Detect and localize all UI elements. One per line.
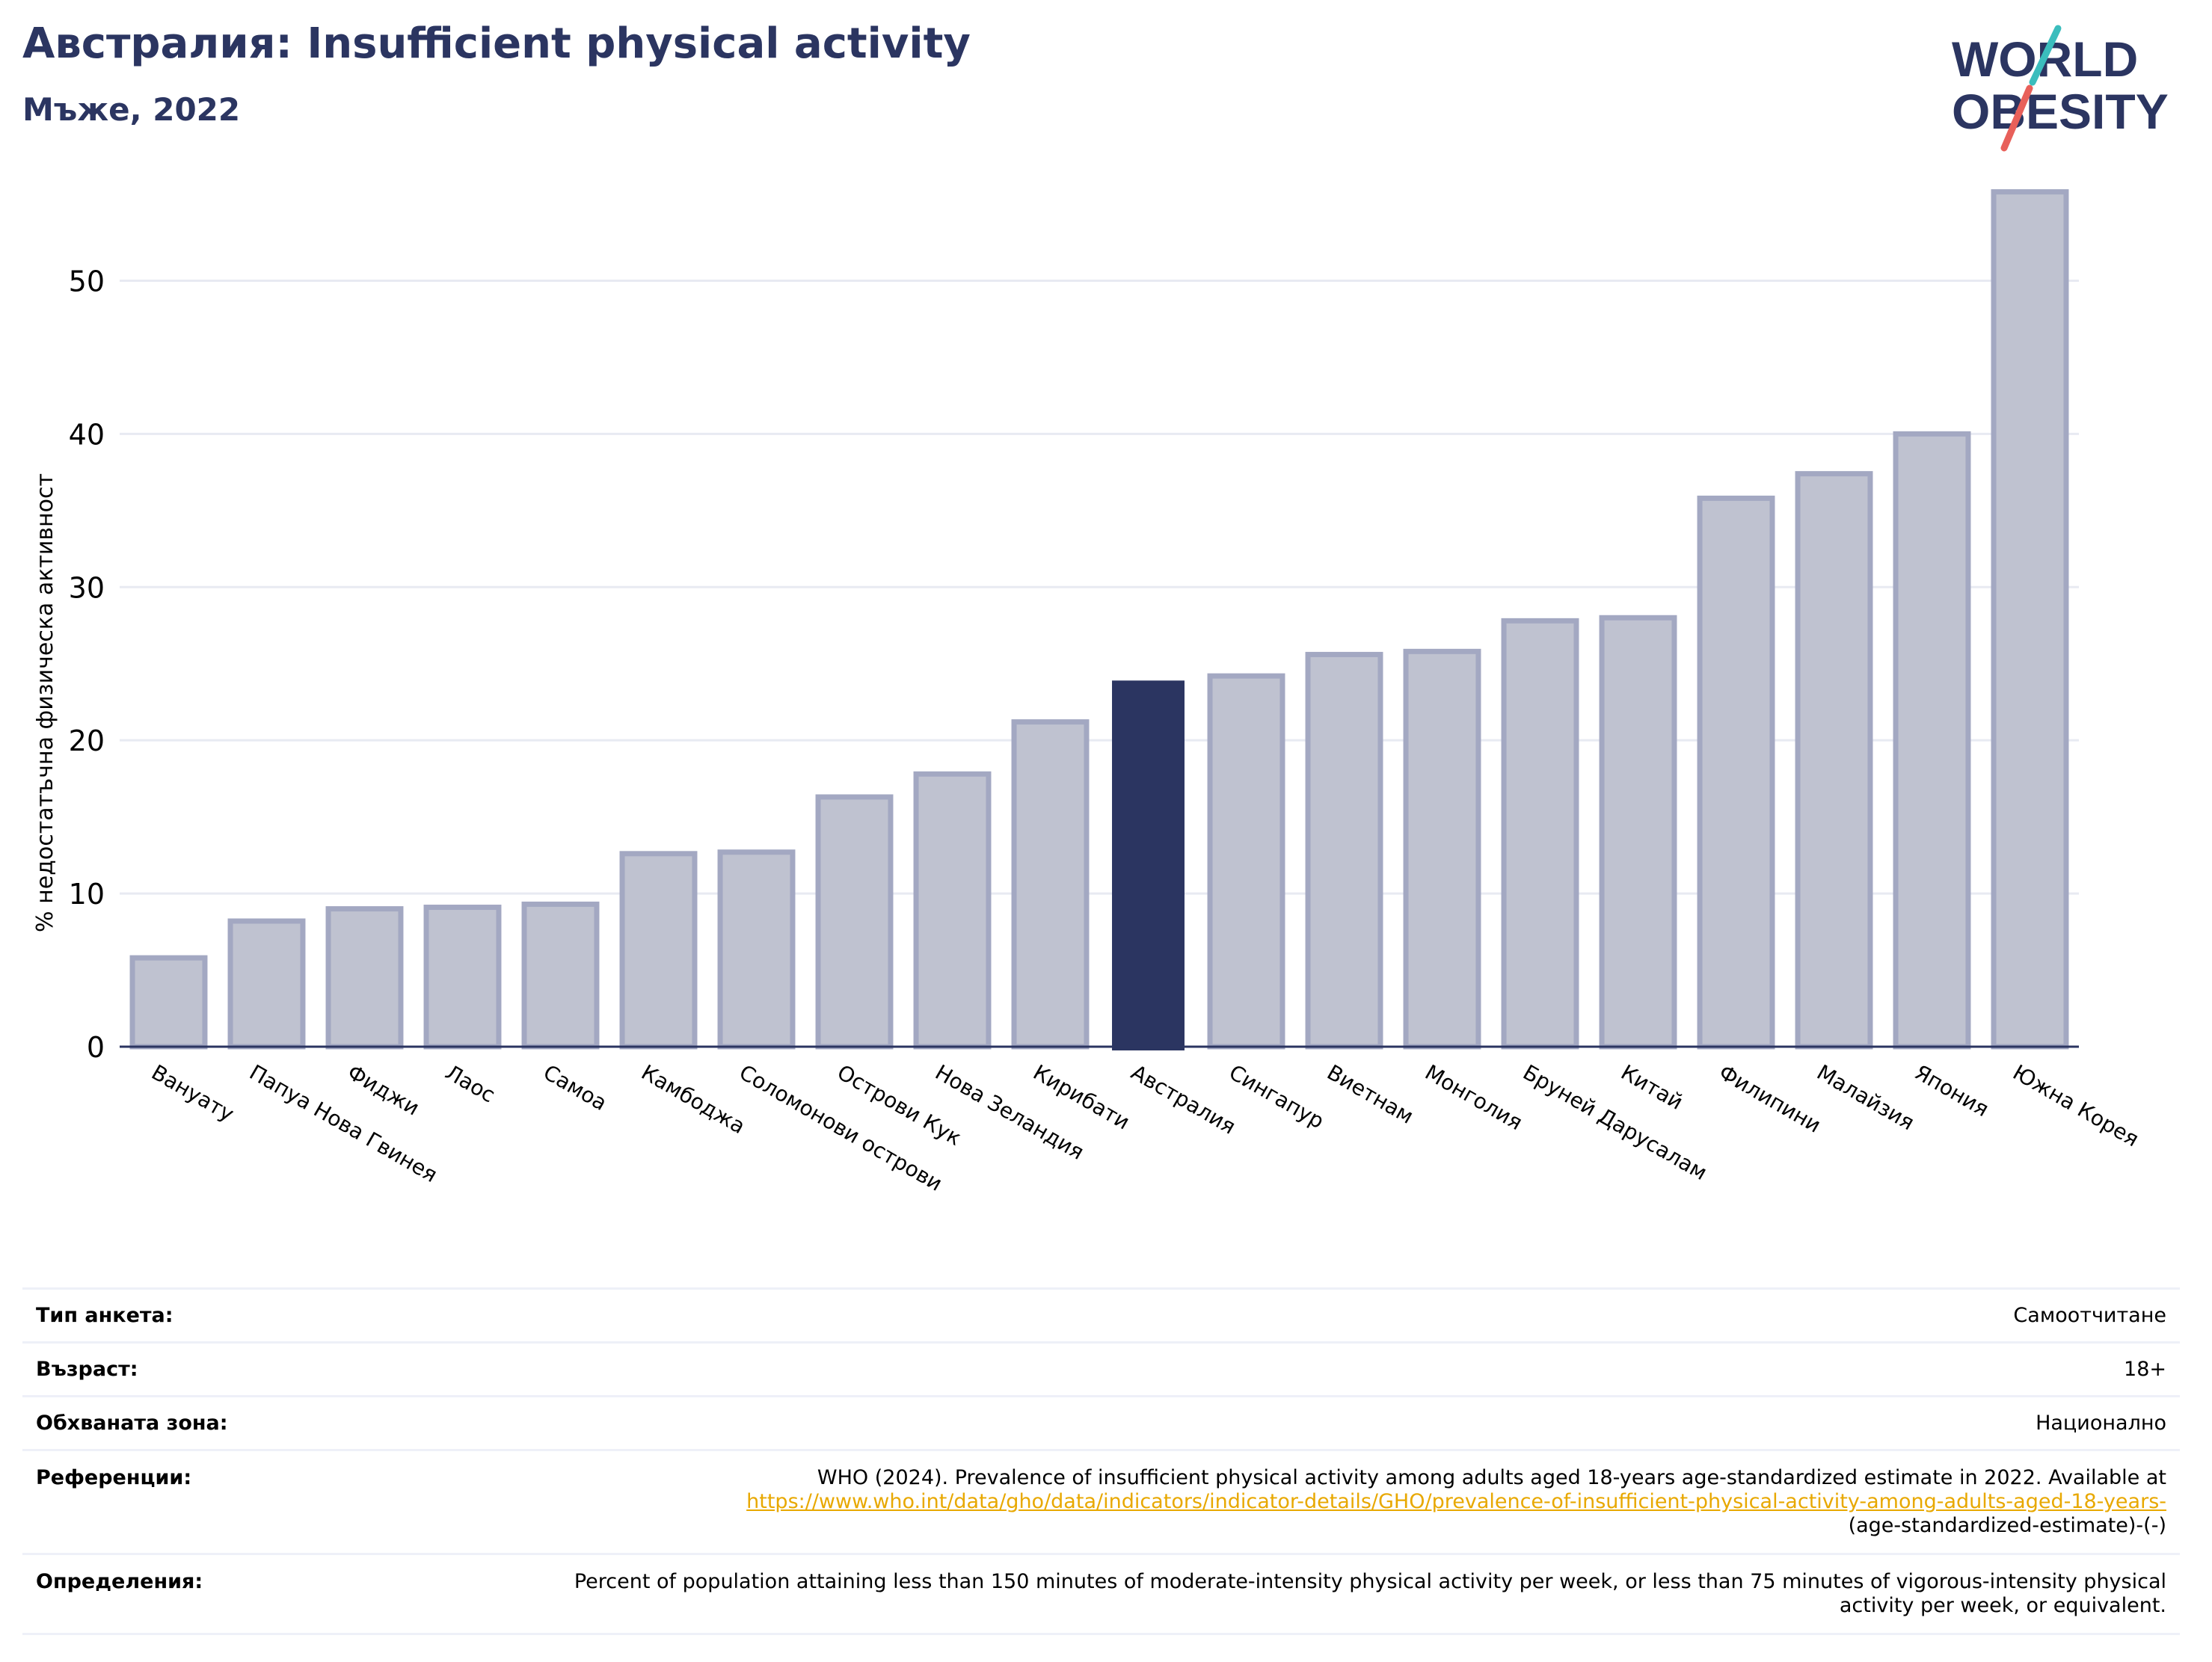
bar: [521, 901, 600, 1050]
coverage-value: Национално: [2036, 1411, 2166, 1435]
bar: [1501, 618, 1579, 1050]
bar: [1697, 495, 1775, 1050]
x-tick-label: Австралия: [1127, 1059, 1240, 1139]
logo-slash-teal: [2029, 25, 2062, 86]
x-tick-label: Виетнам: [1323, 1059, 1418, 1128]
y-tick-label: 20: [69, 724, 105, 757]
references-row: Референции: WHO (2024). Prevalence of in…: [22, 1451, 2180, 1555]
x-tick-label: Япония: [1911, 1059, 1993, 1121]
bars: [129, 189, 2069, 1050]
age-label: Възраст:: [36, 1358, 138, 1381]
age-value: 18+: [2124, 1357, 2166, 1381]
coverage-row: Обхваната зона: Национално: [22, 1397, 2180, 1451]
x-tick-label: Лаос: [441, 1059, 500, 1107]
survey-type-value: Самоотчитане: [2013, 1303, 2166, 1327]
bar: [1011, 719, 1090, 1050]
bar: [423, 905, 502, 1050]
survey-type-row: Тип анкета: Самоотчитане: [22, 1290, 2180, 1344]
y-tick-labels: 0 10 20 30 40 50: [69, 265, 105, 1064]
bar: [1305, 651, 1383, 1050]
bar: [325, 906, 404, 1050]
bar: [1893, 431, 1971, 1050]
references-value: WHO (2024). Prevalence of insufficient p…: [746, 1466, 2166, 1538]
bar-chart: 0 10 20 30 40 50 Вануату Папуа Нова ГвинеяФидж…: [32, 189, 2143, 1196]
world-obesity-logo: WORLD OBESITY: [1952, 25, 2169, 152]
bar: [1795, 471, 1873, 1050]
definitions-row: Определения: Percent of population attai…: [22, 1555, 2180, 1635]
bar: [815, 794, 894, 1050]
y-tick-label: 40: [69, 418, 105, 451]
bar: [1112, 680, 1185, 1050]
y-tick-label: 0: [87, 1031, 105, 1064]
references-text: WHO (2024). Prevalence of insufficient p…: [817, 1466, 2166, 1489]
x-tick-label: Самоа: [539, 1059, 611, 1115]
bar: [129, 955, 208, 1050]
x-tick-label: Вануату: [147, 1059, 239, 1126]
bar: [1403, 648, 1481, 1050]
x-tick-label: Монголия: [1421, 1059, 1527, 1135]
x-tick-label: Сингапур: [1225, 1059, 1328, 1133]
references-link[interactable]: https://www.who.int/data/gho/data/indica…: [746, 1490, 2166, 1513]
references-tail: (age-standardized-estimate)-(-): [1848, 1514, 2166, 1537]
definitions-label: Определения:: [36, 1570, 203, 1593]
y-tick-label: 30: [69, 571, 105, 604]
x-tick-label: Южна Корея: [2009, 1059, 2143, 1151]
definitions-value: Percent of population attaining less tha…: [574, 1570, 2166, 1617]
bar: [619, 851, 698, 1050]
bar: [1207, 673, 1285, 1050]
grid-lines: [120, 279, 2079, 1048]
y-tick-label: 10: [69, 878, 105, 911]
chart-title: Австралия: Insufficient physical activit…: [22, 19, 971, 68]
x-tick-label: Фиджи: [343, 1059, 424, 1120]
age-row: Възраст: 18+: [22, 1344, 2180, 1397]
y-axis-label: % недостатъчна физическа активност: [32, 473, 58, 932]
x-tick-label: Китай: [1617, 1059, 1687, 1114]
x-tick-label: Бруней Дарусалам: [1519, 1059, 1712, 1185]
metadata-table: Тип анкета: Самоотчитане Възраст: 18+ Об…: [22, 1287, 2180, 1635]
logo-word-obesity: OBESITY: [1952, 84, 2169, 139]
bar: [913, 771, 992, 1050]
logo-slash-red: [2000, 84, 2033, 152]
x-tick-label: Малайзия: [1813, 1059, 1919, 1135]
y-tick-label: 50: [69, 265, 105, 298]
x-tick-label: Филипини: [1715, 1059, 1825, 1137]
bar: [1599, 615, 1677, 1050]
bar: [1991, 189, 2069, 1050]
x-tick-label: Папуа Нова Гвинея: [245, 1059, 441, 1187]
coverage-label: Обхваната зона:: [36, 1412, 228, 1435]
survey-type-label: Тип анкета:: [36, 1304, 173, 1327]
references-label: Референции:: [36, 1466, 192, 1489]
x-tick-label: Камбоджа: [637, 1059, 749, 1139]
bar: [227, 918, 306, 1050]
chart-subtitle: Мъже, 2022: [22, 91, 241, 128]
bar: [717, 849, 796, 1050]
